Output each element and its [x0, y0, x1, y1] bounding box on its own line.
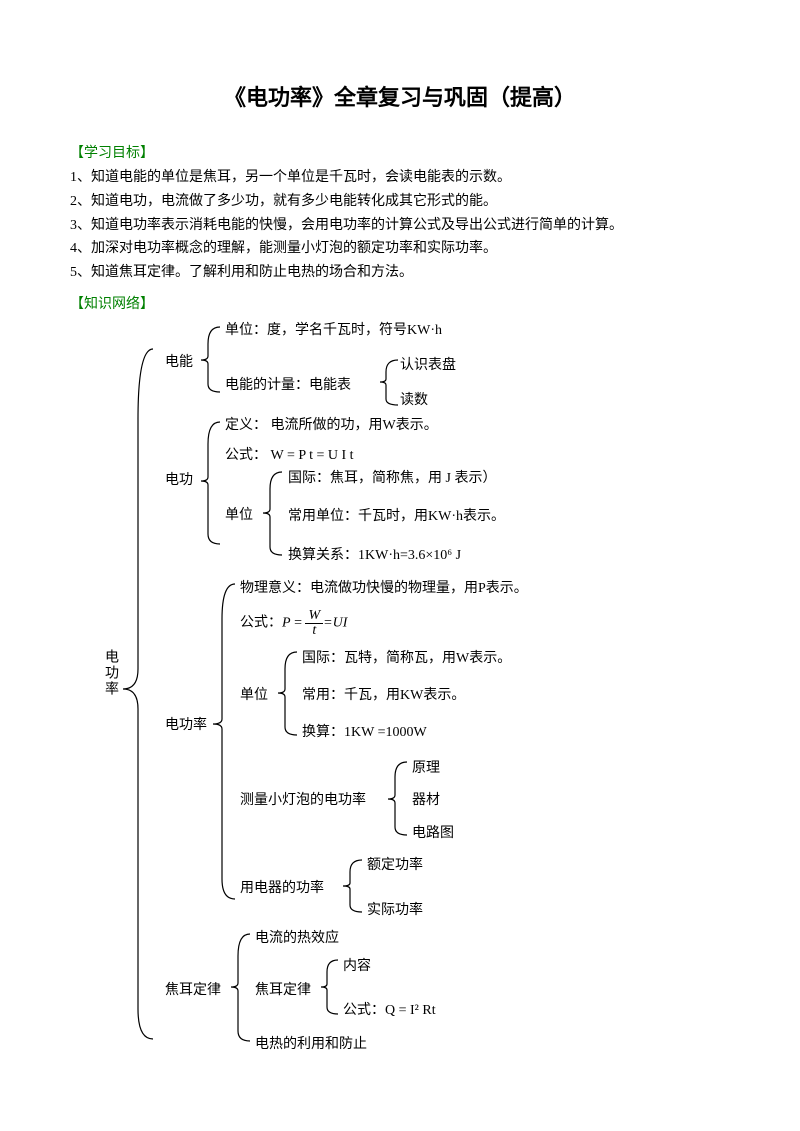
formula-eq: =: [291, 616, 306, 631]
work-unit-common: 常用单位：千瓦时，用KW·h表示。: [288, 505, 505, 525]
actual-power: 实际功率: [367, 899, 423, 919]
heat-use: 电热的利用和防止: [255, 1033, 367, 1053]
measure-principle: 原理: [412, 757, 440, 777]
root-label: 电功率: [100, 649, 120, 697]
power-measure: 测量小灯泡的电功率: [240, 789, 366, 809]
rated-power: 额定功率: [367, 854, 423, 874]
node-joule: 焦耳定律: [165, 979, 221, 999]
power-unit: 单位: [240, 684, 268, 704]
node-energy: 电能: [165, 351, 193, 371]
joule-bracket: [228, 931, 256, 1046]
work-unit-intl: 国际：焦耳，简称焦，用 J 表示）: [288, 467, 496, 487]
power-unit-bracket: [275, 649, 303, 739]
objective-item: 5、知道焦耳定律。了解利用和防止电热的场合和方法。: [70, 261, 730, 285]
meter-read: 读数: [400, 389, 428, 409]
page-title: 《电功率》全章复习与巩固（提高）: [70, 80, 730, 112]
energy-bracket: [198, 324, 226, 394]
measure-bracket: [385, 759, 413, 839]
formula-den: t: [305, 624, 323, 638]
work-unit-conv: 换算关系：1KW·h=3.6×10⁶ J: [288, 544, 461, 564]
network-header: 【知识网络】: [70, 293, 730, 313]
power-unit-conv: 换算：1KW =1000W: [302, 721, 427, 741]
measure-equip: 器材: [412, 789, 440, 809]
work-unit: 单位: [225, 504, 253, 524]
formula-fraction: Wt: [305, 609, 323, 638]
energy-meter: 电能的计量：电能表: [225, 374, 351, 394]
node-power: 电功率: [165, 714, 207, 734]
appliance-bracket: [340, 857, 368, 915]
formula-P: P: [282, 616, 291, 631]
formula-label: 公式：: [240, 616, 282, 631]
meter-dial: 认识表盘: [400, 354, 456, 374]
heat-effect: 电流的热效应: [255, 927, 339, 947]
objective-item: 2、知道电功，电流做了多少功，就有多少电能转化成其它形式的能。: [70, 190, 730, 214]
joule-law-bracket: [318, 957, 344, 1017]
node-work: 电功: [165, 469, 193, 489]
appliance-power: 用电器的功率: [240, 877, 324, 897]
objective-item: 4、加深对电功率概念的理解，能测量小灯泡的额定功率和实际功率。: [70, 237, 730, 261]
root-bracket: [118, 319, 158, 1059]
power-unit-intl: 国际：瓦特，简称瓦，用W表示。: [302, 647, 511, 667]
objective-item: 1、知道电能的单位是焦耳，另一个单位是千瓦时，会读电能表的示数。: [70, 166, 730, 190]
joule-formula: 公式：Q = I² Rt: [343, 999, 436, 1019]
work-unit-bracket: [260, 469, 288, 559]
page: 《电功率》全章复习与巩固（提高） 【学习目标】 1、知道电能的单位是焦耳，另一个…: [0, 0, 800, 1099]
objective-item: 3、知道电功率表示消耗电能的快慢，会用电功率的计算公式及导出公式进行简单的计算。: [70, 214, 730, 238]
measure-circuit: 电路图: [412, 822, 454, 842]
power-formula: 公式：P = Wt=UI: [240, 609, 347, 638]
joule-law: 焦耳定律: [255, 979, 311, 999]
power-unit-common: 常用：千瓦，用KW表示。: [302, 684, 465, 704]
objectives-list: 1、知道电能的单位是焦耳，另一个单位是千瓦时，会读电能表的示数。 2、知道电功，…: [70, 166, 730, 285]
energy-unit: 单位：度，学名千瓦时，符号KW·h: [225, 319, 442, 339]
work-bracket: [198, 419, 226, 549]
power-meaning: 物理意义：电流做功快慢的物理量，用P表示。: [240, 577, 528, 597]
joule-content: 内容: [343, 955, 371, 975]
work-def: 定义： 电流所做的功，用W表示。: [225, 414, 438, 434]
formula-num: W: [305, 609, 323, 624]
work-formula: 公式： W = P t = U I t: [225, 444, 354, 464]
knowledge-tree: 电功率 电能 单位：度，学名千瓦时，符号KW·h 电能的计量：电能表 认识表盘 …: [100, 319, 730, 1059]
formula-post: =UI: [323, 616, 347, 631]
power-bracket: [210, 579, 240, 904]
objectives-header: 【学习目标】: [70, 142, 730, 162]
